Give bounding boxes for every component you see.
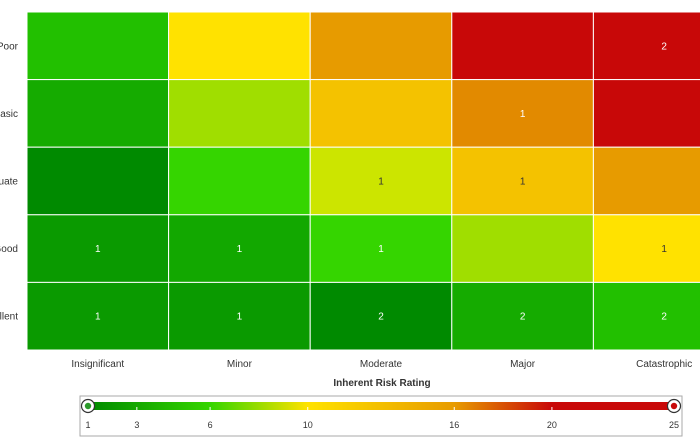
color-scale-tick-label: 16 — [449, 420, 459, 430]
heatmap-cell[interactable] — [592, 281, 700, 351]
heatmap-cell[interactable] — [26, 11, 170, 81]
cell-value-label: 1 — [520, 109, 526, 120]
heatmap-cell[interactable] — [168, 146, 311, 216]
color-scale-tick-label: 20 — [547, 420, 557, 430]
x-axis-tick-label: Insignificant — [71, 359, 124, 370]
heatmap-cell[interactable] — [592, 146, 700, 216]
heatmap-cell[interactable] — [451, 146, 594, 216]
heatmap-cell[interactable] — [309, 11, 453, 81]
heatmap-cell[interactable] — [26, 146, 170, 216]
y-axis-tick-label: Good — [0, 244, 18, 255]
cell-value-label: 1 — [237, 312, 243, 323]
y-axis-tick-label: Poor — [0, 41, 19, 52]
cell-value-label: 2 — [661, 312, 667, 323]
handle-dot-icon — [84, 402, 92, 410]
x-axis-labels: Insignificant Minor Moderate Major Catastrop… — [71, 359, 692, 370]
cell-value-label: 1 — [378, 177, 384, 188]
x-axis-title: Inherent Risk Rating — [333, 378, 430, 389]
color-scale-tick-label: 3 — [134, 420, 139, 430]
heatmap-cell[interactable] — [592, 79, 700, 148]
cell-value-label: 1 — [520, 177, 526, 188]
heatmap-cell[interactable] — [451, 214, 594, 283]
heatmap-cell[interactable] — [592, 11, 700, 81]
y-axis-tick-label: uate — [0, 177, 18, 188]
color-scale-tick-label: 10 — [303, 420, 313, 430]
y-axis-labels: Poor asic uate Good llent — [0, 41, 19, 322]
heatmap-cell[interactable] — [309, 146, 453, 216]
x-axis-tick-label: Minor — [227, 359, 253, 370]
heatmap-cell[interactable] — [309, 79, 453, 148]
y-axis-tick-label: llent — [0, 312, 18, 323]
heatmap-cell[interactable] — [309, 214, 453, 283]
cell-value-label: 1 — [378, 244, 384, 255]
cell-value-label: 2 — [661, 41, 667, 52]
heatmap-cell[interactable] — [309, 281, 453, 351]
color-scale-bar — [88, 402, 674, 410]
heatmap-cell[interactable] — [26, 79, 170, 148]
heatmap-cell[interactable] — [168, 214, 311, 283]
x-axis-tick-label: Moderate — [360, 359, 403, 370]
heatmap-cell[interactable] — [451, 79, 594, 148]
cell-value-label: 1 — [95, 244, 101, 255]
heatmap-cell[interactable] — [168, 79, 311, 148]
y-axis-tick-label: asic — [0, 109, 18, 120]
heatmap-cell[interactable] — [168, 281, 311, 351]
heatmap-cells: 2 1 1 1 1 1 1 1 1 1 2 2 2 — [26, 11, 700, 351]
heatmap-cell[interactable] — [26, 214, 170, 283]
color-scale-tick-label: 6 — [208, 420, 213, 430]
handle-dot-icon — [670, 402, 678, 410]
x-axis-tick-label: Major — [510, 359, 536, 370]
heatmap-cell[interactable] — [592, 214, 700, 283]
cell-value-label: 1 — [95, 312, 101, 323]
color-scale-tick-label: 1 — [85, 420, 90, 430]
color-scale-legend: 1 3 6 10 16 20 25 — [79, 395, 683, 437]
heatmap-cell[interactable] — [168, 11, 311, 81]
cell-value-label: 1 — [661, 244, 667, 255]
cell-value-label: 1 — [237, 244, 243, 255]
x-axis-tick-label: Catastrophic — [636, 359, 692, 370]
heatmap-cell[interactable] — [451, 11, 594, 81]
color-scale-tick-label: 25 — [669, 420, 679, 430]
cell-value-label: 2 — [378, 312, 384, 323]
heatmap-cell[interactable] — [451, 281, 594, 351]
heatmap-cell[interactable] — [26, 281, 170, 351]
cell-value-label: 2 — [520, 312, 526, 323]
